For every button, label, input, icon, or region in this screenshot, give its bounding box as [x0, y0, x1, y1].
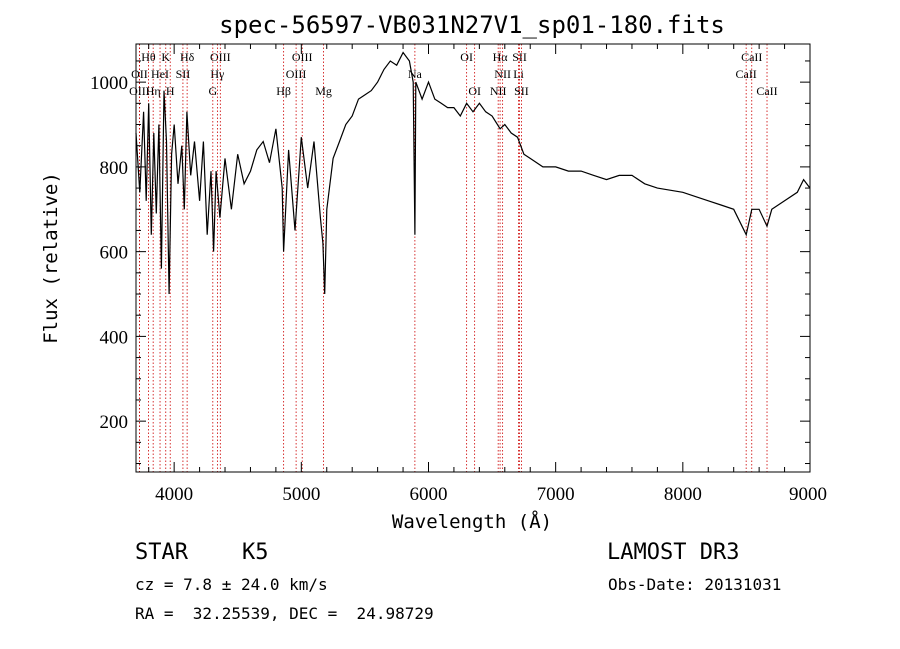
chart-title: spec-56597-VB031N27V1_sp01-180.fits	[219, 11, 725, 39]
line-marker-label-8: Hδ	[180, 50, 195, 64]
class-label: STAR	[135, 540, 188, 565]
line-marker-label-1: OII	[131, 67, 148, 81]
line-marker-label-2: OIII	[129, 84, 150, 98]
line-marker-label-20: SII	[512, 50, 527, 64]
line-marker-label-22: Li	[513, 67, 524, 81]
x-axis-ticks: 4000 5000 6000 7000 8000 9000	[148, 44, 827, 505]
x-tick-label-9000: 9000	[789, 484, 827, 505]
x-tick-label-8000: 8000	[664, 484, 702, 505]
y-tick-label-200: 200	[100, 412, 129, 433]
x-tick-label-7000: 7000	[537, 484, 575, 505]
y-tick-label-400: 400	[100, 327, 129, 348]
obs-date-readout: Obs-Date: 20131031	[608, 575, 782, 594]
line-marker-label-26: CaII	[735, 67, 756, 81]
line-marker-label-17: OI	[460, 50, 473, 64]
line-marker-label-27: CaII	[756, 84, 777, 98]
line-marker-label-21: NII	[494, 67, 511, 81]
line-marker-label-3: Hη	[146, 84, 161, 98]
line-marker-label-6: SII	[176, 67, 191, 81]
line-marker-label-25: CaII	[741, 50, 762, 64]
subclass-label: K5	[242, 540, 269, 565]
line-marker-label-23: NII	[490, 84, 507, 98]
y-axis-ticks: 200 400 600 800 1000	[90, 60, 810, 465]
y-tick-label-1000: 1000	[90, 73, 128, 94]
line-marker-label-11: G	[208, 84, 217, 98]
line-marker-label-18: OI	[468, 84, 481, 98]
y-tick-label-600: 600	[100, 243, 129, 264]
line-marker-label-12: Hβ	[276, 84, 291, 98]
redshift-readout: cz = 7.8 ± 24.0 km/s	[135, 575, 328, 594]
x-axis-label: Wavelength (Å)	[392, 510, 552, 533]
line-marker-label-24: SII	[514, 84, 529, 98]
survey-label: LAMOST DR3	[607, 540, 740, 565]
coordinates-readout: RA = 32.25539, DEC = 24.98729	[135, 604, 434, 623]
y-tick-label-800: 800	[100, 158, 129, 179]
line-marker-label-16: Na	[408, 67, 423, 81]
line-marker-label-9: OIII	[210, 50, 231, 64]
x-tick-label-4000: 4000	[155, 484, 193, 505]
x-tick-label-5000: 5000	[282, 484, 320, 505]
spectrum-line	[135, 51, 811, 295]
line-marker-label-4: HeI	[151, 67, 169, 81]
line-marker-label-0: Hθ	[141, 50, 156, 64]
plot-frame	[135, 43, 811, 473]
line-marker-label-10: Hγ	[210, 67, 225, 81]
line-marker-label-14: OIII	[286, 67, 307, 81]
line-marker-label-13: OIII	[292, 50, 313, 64]
line-marker-label-15: Mg	[315, 84, 332, 98]
line-marker-label-5: K	[161, 50, 170, 64]
x-tick-label-6000: 6000	[409, 484, 447, 505]
line-marker-label-19: Hα	[493, 50, 509, 64]
y-axis-label: Flux (relative)	[40, 172, 62, 344]
line-marker-label-7: H	[166, 84, 175, 98]
